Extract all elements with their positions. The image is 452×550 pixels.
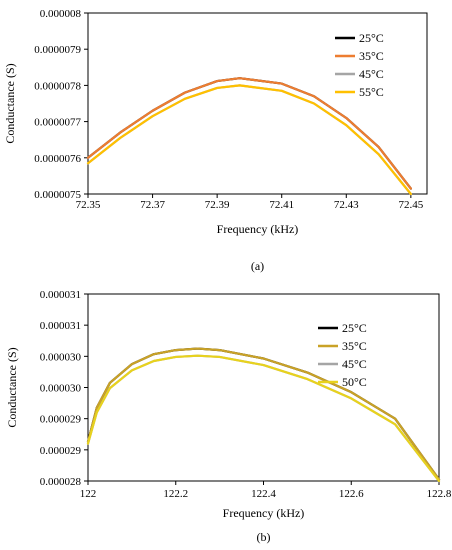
chart-panel-b: 0.000028 0.000029 0.000029 0.000030 0.000030… bbox=[5, 289, 452, 544]
series-line-35c bbox=[86, 347, 441, 481]
x-tick-label: 122.2 bbox=[163, 488, 188, 500]
panel-caption: (b) bbox=[257, 530, 271, 544]
chart-panel-a: 0.0000075 0.0000076 0.0000077 0.0000078 0.00… bbox=[3, 8, 428, 273]
y-tick-label: 0.000030 bbox=[40, 351, 82, 363]
legend-label: 55°C bbox=[359, 85, 384, 99]
plot-area-frame bbox=[87, 293, 440, 482]
x-tick-label: 72.43 bbox=[334, 199, 359, 211]
x-tick-label: 72.45 bbox=[398, 199, 423, 211]
y-axis-label: Conductance (S) bbox=[3, 63, 17, 143]
y-tick-label: 0.000029 bbox=[40, 445, 82, 457]
panel-caption: (a) bbox=[251, 259, 264, 273]
series-line-55c bbox=[86, 84, 412, 196]
x-tick-label: 122.8 bbox=[427, 488, 452, 500]
x-tick-label: 72.35 bbox=[76, 199, 101, 211]
y-tick-label: 0.0000075 bbox=[34, 189, 81, 201]
y-tick-label: 0.000028 bbox=[40, 476, 82, 488]
y-tick-label: 0.0000079 bbox=[34, 44, 81, 56]
legend-label: 35°C bbox=[342, 339, 367, 353]
legend-label: 45°C bbox=[342, 357, 367, 371]
y-tick-label: 0.0000077 bbox=[34, 117, 81, 129]
legend-label: 45°C bbox=[359, 67, 384, 81]
x-axis-label: Frequency (kHz) bbox=[217, 222, 299, 236]
x-tick-label: 122.6 bbox=[339, 488, 364, 500]
legend-label: 25°C bbox=[342, 321, 367, 335]
y-tick-label: 0.000029 bbox=[40, 414, 82, 426]
y-tick-label: 0.000031 bbox=[40, 289, 81, 301]
series-line-50c bbox=[86, 354, 441, 483]
legend-label: 35°C bbox=[359, 49, 384, 63]
y-tick-label: 0.0000076 bbox=[34, 153, 81, 165]
y-tick-label: 0.000031 bbox=[40, 320, 81, 332]
legend-label: 25°C bbox=[359, 31, 384, 45]
legend-label: 50°C bbox=[342, 375, 367, 389]
x-tick-label: 122.4 bbox=[251, 488, 276, 500]
x-tick-label: 122 bbox=[80, 488, 97, 500]
y-tick-label: 0.0000078 bbox=[34, 80, 81, 92]
y-axis-label: Conductance (S) bbox=[5, 347, 19, 427]
x-tick-label: 72.41 bbox=[269, 199, 294, 211]
series-line-35c bbox=[86, 77, 412, 190]
y-tick-label: 0.000030 bbox=[40, 383, 82, 395]
x-tick-label: 72.37 bbox=[140, 199, 165, 211]
plot-area-frame bbox=[87, 12, 428, 195]
x-tick-label: 72.39 bbox=[205, 199, 230, 211]
y-tick-label: 0.000008 bbox=[40, 8, 82, 20]
x-axis-label: Frequency (kHz) bbox=[223, 506, 305, 520]
